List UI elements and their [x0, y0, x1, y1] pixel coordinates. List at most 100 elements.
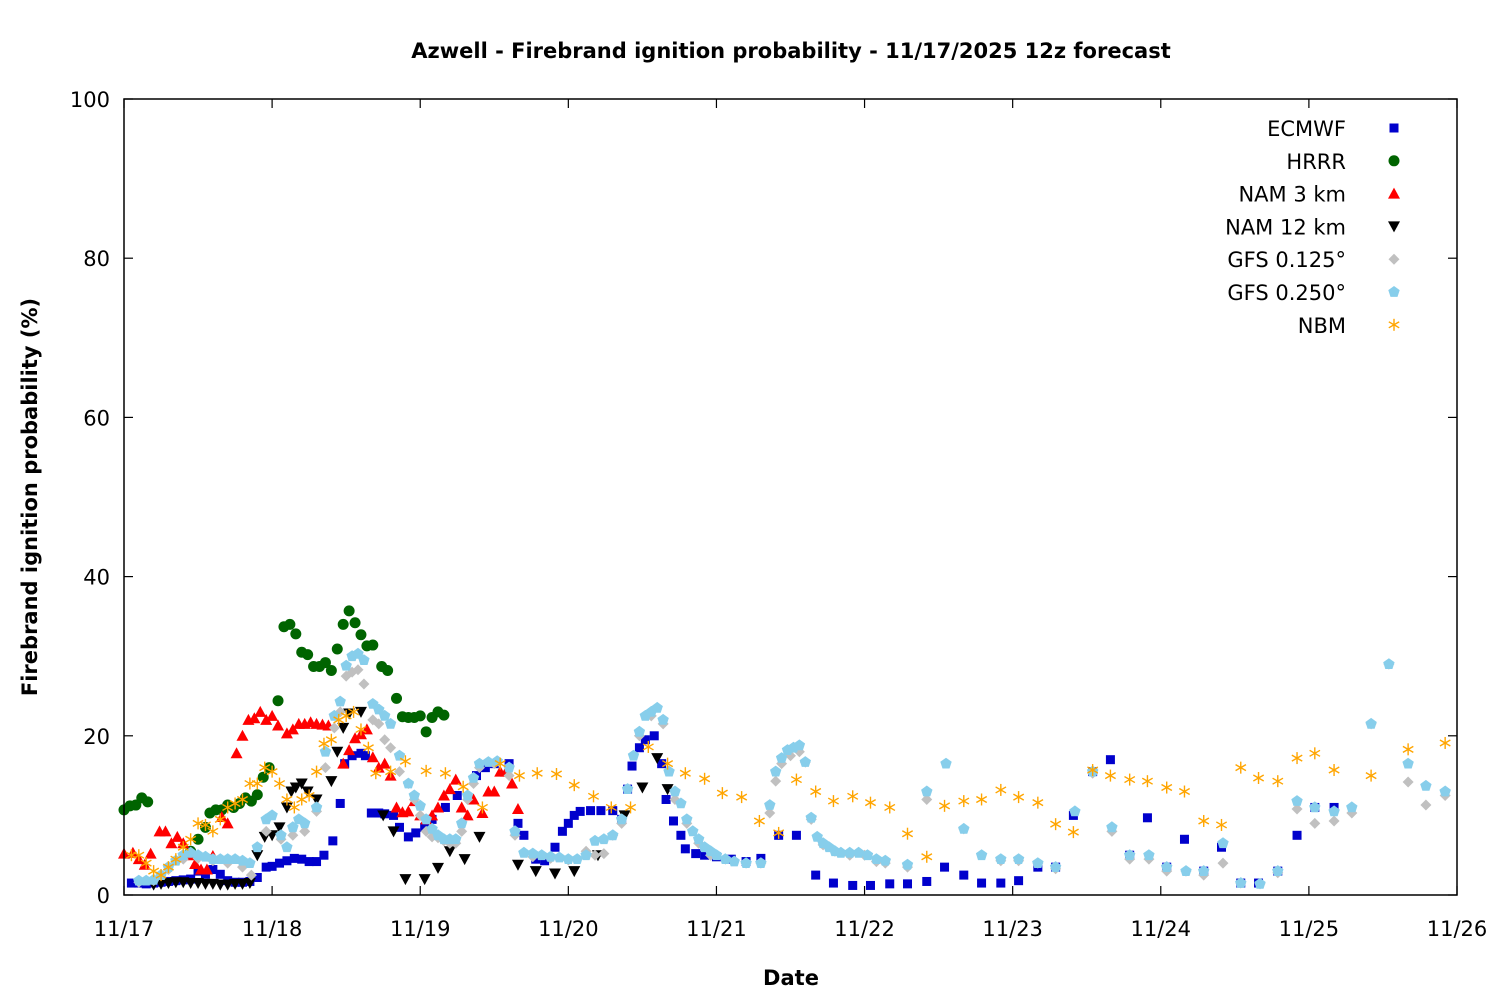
data-point — [728, 855, 740, 867]
data-point — [248, 712, 261, 724]
data-point — [340, 659, 352, 671]
data-point — [1069, 805, 1081, 817]
data-point — [236, 793, 249, 806]
data-point — [1217, 857, 1229, 869]
y-tick-label: 100 — [70, 88, 110, 112]
data-point — [793, 739, 806, 751]
data-point — [290, 628, 302, 640]
data-point — [431, 801, 444, 813]
data-point — [133, 849, 145, 862]
data-point — [1402, 743, 1414, 756]
data-point — [162, 861, 174, 874]
data-point — [207, 853, 219, 864]
data-point — [355, 723, 367, 736]
series-gfs-0-125- — [133, 658, 1451, 890]
data-point — [879, 854, 891, 866]
data-point — [452, 791, 462, 800]
data-point — [297, 854, 307, 864]
data-point — [770, 775, 782, 787]
data-point — [663, 765, 675, 777]
data-point — [608, 806, 618, 816]
data-point — [1141, 775, 1153, 788]
data-point — [325, 733, 337, 746]
data-point — [1328, 815, 1340, 827]
data-point — [289, 782, 302, 794]
data-point — [296, 793, 308, 806]
data-point — [848, 880, 858, 890]
data-point — [280, 727, 293, 739]
legend-label: HRRR — [1286, 150, 1346, 174]
data-point — [1178, 785, 1191, 798]
data-point — [393, 766, 405, 778]
data-point — [281, 793, 293, 806]
data-point — [633, 725, 646, 737]
data-point — [958, 795, 970, 808]
y-axis-label: Firebrand ignition probability (%) — [18, 298, 42, 696]
data-point — [922, 876, 932, 886]
data-point — [402, 777, 415, 789]
data-point — [651, 701, 663, 713]
data-point — [390, 801, 403, 813]
data-point — [938, 799, 951, 812]
data-point — [852, 846, 865, 858]
data-point — [343, 744, 356, 756]
data-point — [519, 830, 529, 840]
data-point — [391, 692, 403, 704]
series-hrrr — [118, 605, 450, 857]
data-point — [1272, 865, 1284, 876]
data-point — [1106, 821, 1118, 833]
data-point — [764, 799, 776, 810]
data-point — [811, 830, 823, 842]
legend-marker-pentagon-icon — [1388, 286, 1400, 297]
data-point — [260, 713, 273, 725]
data-point — [1124, 773, 1136, 786]
data-point — [207, 825, 219, 838]
data-point — [518, 846, 530, 858]
data-point — [208, 865, 218, 875]
data-point — [1328, 764, 1340, 777]
x-tick-label: 11/25 — [1279, 917, 1340, 941]
data-point — [1346, 801, 1358, 813]
data-point — [740, 857, 752, 868]
data-point — [940, 757, 952, 769]
data-point — [1254, 877, 1266, 889]
data-point — [885, 879, 895, 889]
data-point — [221, 879, 234, 891]
data-point — [1087, 764, 1099, 777]
data-point — [426, 822, 438, 834]
data-point — [636, 782, 649, 794]
data-point — [362, 741, 374, 754]
data-point — [589, 849, 601, 861]
data-point — [681, 813, 693, 825]
data-point — [200, 863, 213, 875]
y-tick-label: 0 — [97, 884, 110, 908]
data-point — [1420, 799, 1432, 811]
data-point — [165, 837, 178, 849]
data-point — [282, 856, 292, 866]
data-point — [377, 810, 390, 822]
data-point — [450, 833, 462, 845]
data-point — [901, 827, 914, 840]
data-point — [1104, 769, 1116, 782]
data-point — [272, 695, 284, 707]
data-point — [675, 797, 687, 809]
data-point — [438, 709, 450, 721]
data-point — [503, 770, 515, 782]
data-point — [1439, 785, 1451, 797]
data-point — [403, 832, 413, 842]
data-point — [360, 751, 370, 761]
x-tick-label: 11/17 — [94, 917, 155, 941]
data-point — [385, 765, 397, 778]
data-point — [267, 861, 277, 871]
data-point — [995, 853, 1007, 864]
data-point — [142, 796, 154, 808]
data-point — [1032, 857, 1044, 868]
data-point — [661, 784, 674, 796]
data-point — [437, 789, 450, 801]
data-point — [244, 857, 256, 868]
data-point — [299, 817, 311, 829]
data-point — [536, 849, 548, 861]
legend-label: ECMWF — [1267, 117, 1346, 141]
data-point — [348, 705, 360, 718]
data-point — [1161, 861, 1173, 872]
